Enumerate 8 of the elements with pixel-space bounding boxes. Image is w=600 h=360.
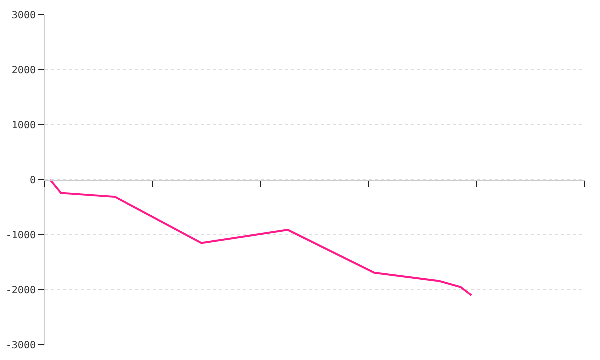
y-tick-label: -2000 <box>6 286 36 296</box>
line-series <box>49 179 473 296</box>
y-tick-label: 2000 <box>12 66 36 76</box>
y-tick-label: 1000 <box>12 120 36 132</box>
y-tick-label: 3000 <box>12 10 36 22</box>
y-tick-label: -3000 <box>6 340 36 352</box>
y-tick-label: 0 <box>30 176 36 186</box>
y-tick-label: -1000 <box>6 230 36 242</box>
